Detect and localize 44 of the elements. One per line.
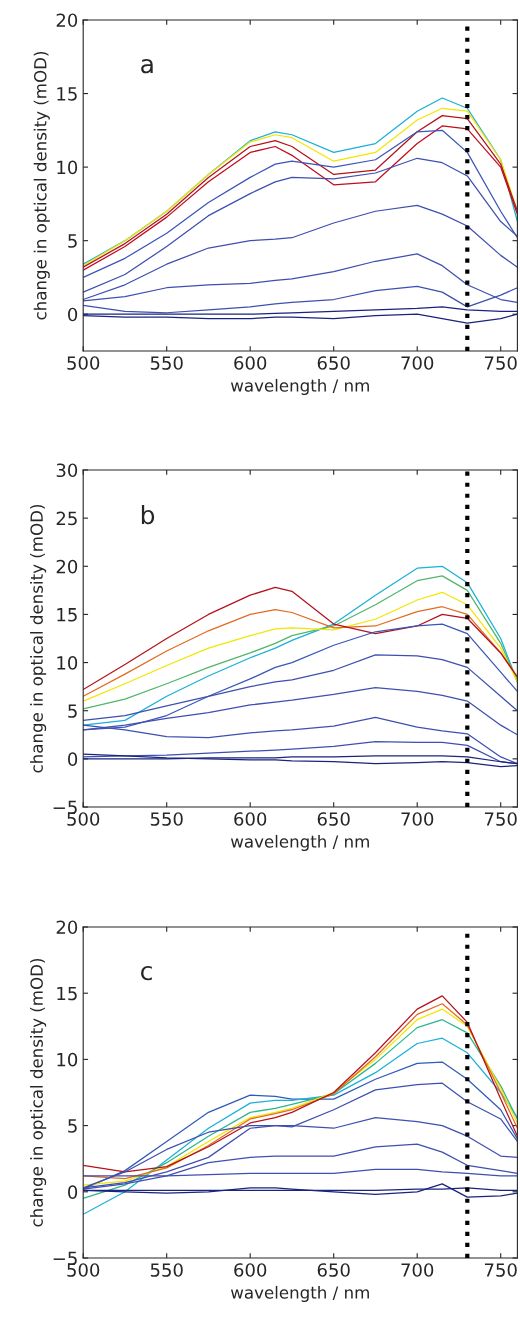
x-tick-label: 650 bbox=[317, 356, 350, 370]
y-tick-label: 30 bbox=[56, 463, 78, 478]
x-tick-label: 750 bbox=[484, 812, 517, 826]
x-tick-label: 500 bbox=[67, 812, 100, 826]
annotation: c bbox=[141, 965, 152, 981]
x-axis-title: wavelength / nm bbox=[230, 378, 369, 396]
x-tick-label: 750 bbox=[484, 356, 517, 370]
x-tick-label: 550 bbox=[150, 356, 183, 370]
y-tick-label: 10 bbox=[57, 656, 78, 670]
x-tick-label: 550 bbox=[150, 812, 183, 826]
y-tick-label: 20 bbox=[56, 920, 78, 935]
x-axis-title: wavelength / nm bbox=[230, 834, 369, 852]
y-tick-label: 0 bbox=[68, 752, 78, 766]
y-tick-label: 15 bbox=[57, 87, 77, 101]
annotation: b bbox=[141, 504, 155, 525]
y-tick-label: 5 bbox=[68, 1119, 77, 1133]
y-axis-title: change in optical density (mOD) bbox=[30, 504, 47, 773]
x-tick-label: 700 bbox=[401, 1263, 434, 1277]
x-tick-label: 750 bbox=[484, 1263, 517, 1277]
x-tick-label: 650 bbox=[317, 1263, 350, 1277]
y-axis-title: change in optical density (mOD) bbox=[30, 958, 47, 1227]
x-tick-label: 600 bbox=[234, 1263, 267, 1277]
y-tick-label: 25 bbox=[56, 511, 77, 526]
x-tick-label: 500 bbox=[67, 1263, 100, 1277]
y-tick-label: 20 bbox=[56, 13, 78, 28]
x-tick-label: 550 bbox=[150, 1263, 183, 1277]
y-tick-label: 10 bbox=[57, 1052, 78, 1067]
annotation: a bbox=[141, 58, 153, 74]
x-tick-label: 700 bbox=[401, 812, 434, 826]
x-tick-label: 600 bbox=[234, 356, 267, 370]
y-tick-label: 5 bbox=[68, 234, 77, 248]
x-axis-title: wavelength / nm bbox=[230, 1285, 369, 1303]
y-tick-label: 5 bbox=[68, 704, 77, 718]
y-tick-label: 10 bbox=[57, 160, 78, 175]
y-tick-label: 15 bbox=[57, 608, 77, 622]
x-tick-label: 500 bbox=[67, 356, 100, 370]
y-axis-title: change in optical density (mOD) bbox=[33, 51, 50, 320]
x-tick-label: 650 bbox=[317, 812, 350, 826]
x-tick-label: 600 bbox=[234, 812, 267, 826]
y-tick-label: 0 bbox=[68, 307, 78, 322]
y-tick-label: 20 bbox=[56, 559, 78, 574]
x-tick-label: 700 bbox=[401, 356, 434, 370]
y-tick-label: 15 bbox=[57, 986, 77, 1001]
y-tick-label: 0 bbox=[68, 1185, 78, 1199]
